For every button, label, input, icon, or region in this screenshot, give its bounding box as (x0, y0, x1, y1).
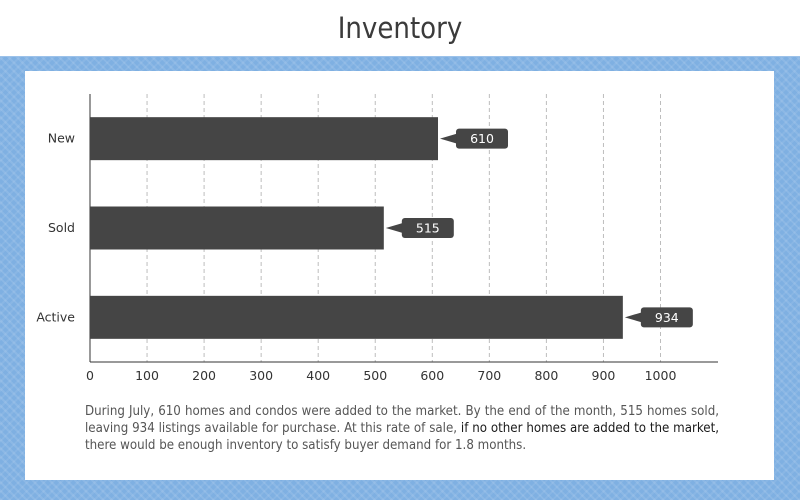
data-label-box (401, 218, 454, 238)
x-tick-label: 900 (592, 368, 616, 383)
category-label: New (48, 131, 75, 146)
data-label-pointer (624, 312, 642, 323)
caption: During July, 610 homes and condos were a… (85, 403, 719, 454)
bar-chart: 0 100 200 300 400 500 600 700 800 900 1000 New 610 So… (36, 94, 718, 383)
data-label-box (456, 128, 509, 149)
caption-part-1: During July, 610 homes and condos were a… (85, 404, 719, 436)
bar (90, 295, 623, 339)
x-tick-label: 700 (477, 368, 501, 383)
page-title: Inventory (337, 11, 463, 45)
bar (90, 117, 439, 161)
x-tick-label: 0 (86, 368, 94, 383)
category-label: Active (36, 309, 75, 324)
data-label-box (640, 307, 693, 328)
x-tick-label: 400 (306, 368, 330, 383)
x-tick-label: 200 (192, 368, 216, 383)
chart-card: 0 100 200 300 400 500 600 700 800 900 1000 New 610 So… (25, 71, 774, 480)
x-tick-label: 1000 (645, 368, 677, 383)
header: Inventory (0, 0, 800, 57)
data-label: 934 (655, 310, 679, 325)
bar (90, 206, 384, 250)
data-label-pointer (440, 133, 458, 144)
x-tick-label: 100 (135, 368, 159, 383)
caption-part-2: there would be enough inventory to satis… (85, 438, 527, 453)
data-label: 515 (416, 221, 440, 236)
data-label: 610 (470, 131, 494, 146)
x-tick-label: 800 (534, 368, 558, 383)
x-tick-label: 600 (420, 368, 444, 383)
caption-highlight: if no other homes are added to the marke… (460, 421, 719, 436)
x-tick-label: 500 (363, 368, 387, 383)
data-label-pointer (385, 223, 403, 233)
x-tick-label: 300 (249, 368, 273, 383)
category-label: Sold (48, 220, 75, 235)
